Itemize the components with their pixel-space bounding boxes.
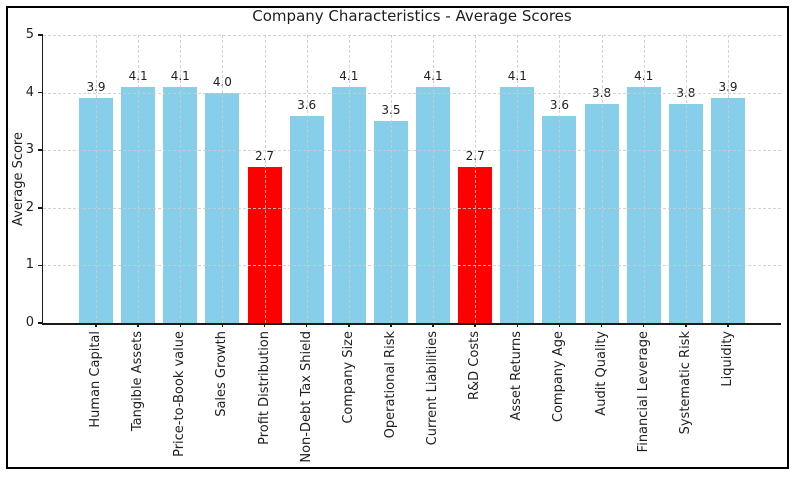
v-gridline [728, 35, 729, 323]
x-tick [348, 323, 350, 327]
y-tick-label: 1 [25, 257, 34, 273]
v-gridline [96, 35, 97, 323]
y-tick [38, 91, 43, 94]
v-gridline [390, 35, 392, 323]
v-gridline [222, 35, 224, 323]
y-tick-label: 0 [25, 315, 34, 330]
h-gridline [43, 35, 781, 36]
v-gridline [517, 35, 519, 323]
y-tick-label: 4 [25, 84, 34, 100]
v-gridline [264, 35, 266, 323]
y-tick-label: 2 [25, 199, 34, 215]
y-tick [38, 264, 43, 267]
x-tick-label: Tangible Assets [130, 331, 146, 432]
v-gridline [180, 35, 182, 323]
v-gridline [138, 35, 140, 323]
x-tick [263, 323, 266, 327]
x-tick-label: R&D Costs [467, 331, 483, 400]
h-gridline [43, 207, 781, 209]
v-gridline [348, 35, 350, 323]
y-tick [38, 207, 43, 209]
x-tick [558, 323, 561, 327]
x-tick-label: Liquidity [720, 331, 735, 387]
x-tick [600, 323, 603, 327]
y-axis-spine [41, 35, 43, 325]
x-tick [305, 323, 308, 327]
x-tick-label: Current Liabilities [425, 331, 441, 446]
x-tick-label: Human Capital [88, 331, 103, 428]
x-tick [137, 323, 139, 327]
v-gridline [475, 35, 477, 323]
x-tick-label: Sales Growth [214, 331, 230, 417]
x-axis-spine [41, 323, 781, 325]
x-tick-label: Profit Distribution [256, 331, 272, 445]
x-tick [642, 323, 645, 327]
x-tick-label: Price-to-Book value [172, 331, 188, 457]
h-gridline [43, 265, 781, 267]
v-gridline [643, 35, 645, 323]
x-tick [516, 323, 519, 327]
y-tick [38, 322, 43, 324]
v-gridline [433, 35, 435, 323]
y-tick [38, 34, 43, 36]
x-tick [432, 323, 434, 327]
y-tick [38, 149, 43, 151]
x-tick [95, 323, 97, 327]
v-gridline [685, 35, 687, 323]
v-gridline [306, 35, 308, 323]
v-gridline [601, 35, 603, 323]
x-tick [685, 323, 687, 327]
x-tick-label: Company Age [551, 331, 567, 423]
y-tick-label: 3 [25, 142, 34, 158]
x-tick-label: Systematic Risk [677, 331, 693, 435]
x-tick [727, 323, 729, 327]
x-tick-label: Audit Quality [593, 331, 609, 416]
x-tick [179, 323, 182, 327]
y-tick-label: 5 [25, 27, 34, 42]
x-tick-label: Operational Risk [382, 331, 398, 439]
x-tick-label: Non-Debt Tax Shield [298, 331, 314, 463]
h-gridline [43, 150, 781, 152]
x-tick-label: Company Size [340, 331, 356, 424]
x-tick-label: Asset Returns [509, 331, 525, 421]
x-tick [390, 323, 392, 327]
v-gridline [559, 35, 561, 323]
x-tick [221, 323, 224, 327]
figure-border [6, 6, 789, 469]
h-gridline [43, 92, 781, 94]
x-tick [474, 323, 476, 327]
x-tick-label: Financial Leverage [635, 331, 651, 453]
chart-title: Company Characteristics - Average Scores [252, 7, 572, 25]
